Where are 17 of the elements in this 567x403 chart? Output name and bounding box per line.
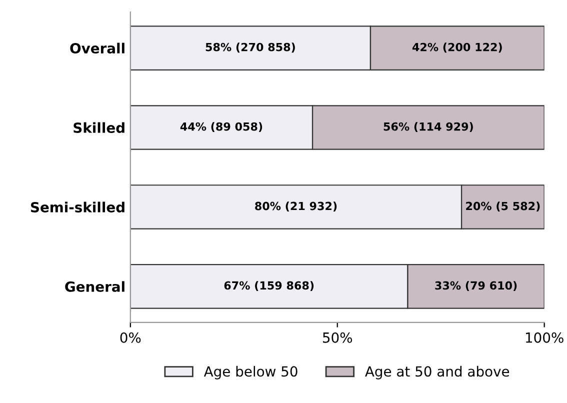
- x-tick-label: 50%: [323, 332, 352, 343]
- data-label: 80% (21 932): [255, 202, 337, 212]
- data-label: 20% (5 582): [466, 202, 540, 212]
- legend-label: Age at 50 and above: [365, 366, 510, 380]
- y-tick-label: Overall: [70, 42, 124, 54]
- y-tick-label: General: [65, 281, 124, 292]
- data-label: 67% (159 868): [224, 281, 314, 291]
- data-label: 42% (200 122): [412, 42, 502, 53]
- y-tick-label: Skilled: [74, 122, 124, 133]
- legend-label: Age below 50: [204, 366, 298, 380]
- y-tick-label: Semi-skilled: [30, 202, 124, 212]
- data-label: 58% (270 858): [206, 42, 295, 53]
- data-label: 44% (89 058): [180, 122, 262, 132]
- x-tick-label: 100%: [526, 332, 564, 343]
- data-label: 33% (79 610): [435, 281, 517, 291]
- data-label: 56% (114 929): [384, 122, 473, 132]
- x-tick-label: 0%: [120, 332, 141, 343]
